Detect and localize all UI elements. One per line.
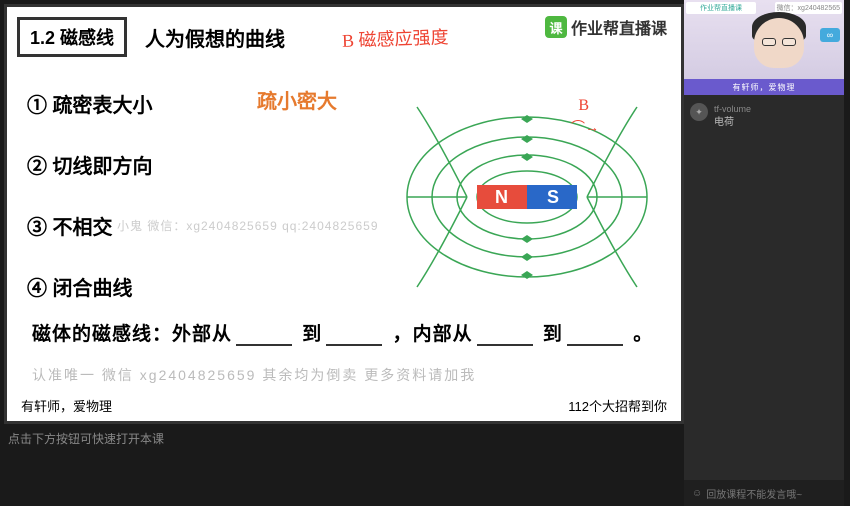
chat-disabled-text: 回放课程不能发言哦~ (706, 486, 802, 501)
teacher-video[interactable]: 作业帮直播课 微信：xg240482565 ∞ 有轩师，爱物理 (684, 0, 844, 95)
brand-icon: 课 (545, 16, 567, 38)
points-list: ① 疏密表大小 ② 切线即方向 ③ 不相交 ④ 闭合曲线 (27, 87, 287, 331)
brand: 课 作业帮直播课 (545, 15, 667, 39)
watermark-gray: 认准唯一 微信 xg2404825659 其余均为倒卖 更多资料请加我 (32, 365, 476, 385)
video-bubble-icon[interactable]: ∞ (820, 28, 840, 42)
chat-area[interactable]: ✦ tf-volume 电荷 (684, 95, 844, 480)
chat-text: 电荷 (714, 116, 751, 130)
slide: 1.2 磁感线 人为假想的曲线 课 作业帮直播课 B 磁感应强度 ① 疏密表大小… (4, 4, 684, 424)
blank-1 (236, 326, 292, 346)
magnet-svg: N S (387, 97, 667, 297)
orange-note: 疏小密大 (257, 85, 337, 114)
footer-left: 有轩师，爱物理 (21, 396, 112, 415)
video-banner: 有轩师，爱物理 (684, 79, 844, 95)
chat-message: ✦ tf-volume 电荷 (690, 103, 838, 130)
handwritten-red: B 磁感应强度 (342, 23, 449, 53)
point-4: ④ 闭合曲线 (27, 270, 287, 303)
avatar-icon: ✦ (690, 103, 708, 121)
chat-username: tf-volume (714, 103, 751, 116)
point-2: ② 切线即方向 (27, 148, 287, 181)
section-header: 1.2 磁感线 人为假想的曲线 (17, 17, 285, 57)
n-pole: N (495, 187, 508, 207)
right-panel: 作业帮直播课 微信：xg240482565 ∞ 有轩师，爱物理 ✦ tf-vol… (684, 0, 844, 506)
blank-3 (477, 326, 533, 346)
blank-2 (326, 326, 382, 346)
glasses-icon (762, 38, 796, 46)
fill-blank-statement: 磁体的磁感线：外部从 到 ，内部从 到 。 (32, 319, 653, 346)
section-number: 1.2 磁感线 (17, 17, 127, 57)
below-slide-hint: 点击下方按钮可快速打开本课 (8, 430, 164, 447)
blank-4 (567, 326, 623, 346)
chat-input-bar: ☺ 回放课程不能发言哦~ (684, 480, 844, 506)
magnet-figure: B ⌒→ (387, 97, 667, 297)
b-label: B (578, 97, 589, 115)
footer-right: 112个大招帮到你 (568, 396, 667, 415)
watermark-mid: 小鬼 微信：xg2404825659 qq:2404825659 (117, 217, 379, 234)
emoji-icon: ☺ (692, 488, 702, 499)
s-pole: S (547, 187, 559, 207)
section-title: 人为假想的曲线 (145, 23, 285, 52)
brand-text: 作业帮直播课 (571, 15, 667, 39)
video-brand: 作业帮直播课 (686, 2, 756, 14)
b-arrow: ⌒→ (571, 117, 599, 137)
point-1: ① 疏密表大小 (27, 87, 287, 120)
